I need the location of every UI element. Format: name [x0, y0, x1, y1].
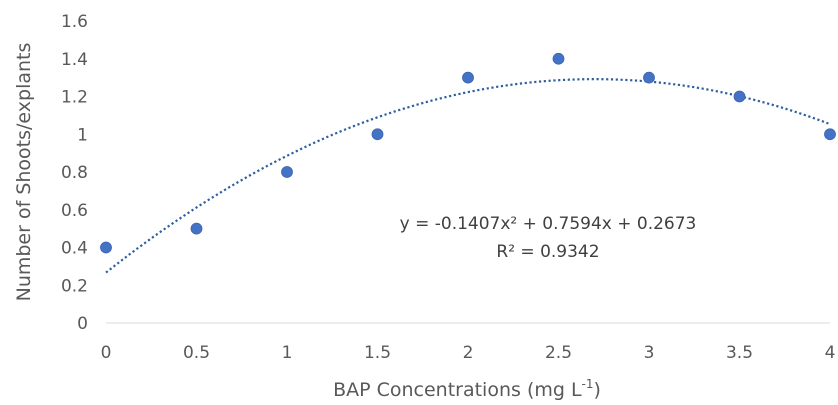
- data-point: [462, 71, 474, 84]
- x-axis-title-main: BAP Concentrations (mg L: [333, 379, 582, 401]
- data-point: [643, 71, 655, 84]
- x-tick-label: 0: [101, 343, 112, 363]
- x-tick-label: 1.5: [364, 343, 391, 363]
- y-tick-label: 1.6: [61, 12, 88, 32]
- data-point: [190, 222, 203, 235]
- x-tick-labels: 0 0.5 1 1.5 2 2.5 3 3.5 4: [101, 343, 836, 363]
- x-axis-title: BAP Concentrations (mg L-1): [333, 377, 601, 401]
- y-tick-label: 1.4: [61, 50, 88, 70]
- data-point: [100, 241, 112, 254]
- data-point: [371, 128, 384, 141]
- x-tick-label: 2: [463, 343, 474, 363]
- x-tick-label: 1: [282, 343, 293, 363]
- y-tick-label: 1.2: [61, 88, 88, 108]
- data-points: [100, 52, 836, 254]
- x-tick-label: 3: [644, 343, 655, 363]
- x-axis-title-superscript: -1: [582, 377, 594, 391]
- y-tick-label: 1: [77, 125, 88, 145]
- y-tick-label: 0.4: [61, 239, 88, 259]
- trendline: [105, 78, 831, 274]
- trendline-equation: y = -0.1407x² + 0.7594x + 0.2673: [400, 214, 697, 234]
- data-point: [552, 52, 565, 65]
- x-tick-label: 4: [825, 343, 836, 363]
- y-tick-label: 0: [77, 314, 88, 334]
- y-tick-labels: 0 0.2 0.4 0.6 0.8 1 1.2 1.4 1.6: [61, 12, 88, 334]
- data-point: [281, 166, 293, 178]
- y-tick-label: 0.8: [61, 163, 88, 183]
- data-point: [824, 128, 836, 141]
- data-point: [733, 90, 746, 103]
- y-axis-title: Number of Shoots/explants: [13, 43, 35, 302]
- r-squared-label: R² = 0.9342: [496, 242, 599, 262]
- x-axis-title-end: ): [594, 379, 601, 401]
- x-tick-label: 2.5: [545, 343, 572, 363]
- x-tick-label: 0.5: [183, 343, 210, 363]
- x-tick-label: 3.5: [726, 343, 753, 363]
- y-tick-label: 0.2: [61, 276, 88, 296]
- y-tick-label: 0.6: [61, 201, 88, 221]
